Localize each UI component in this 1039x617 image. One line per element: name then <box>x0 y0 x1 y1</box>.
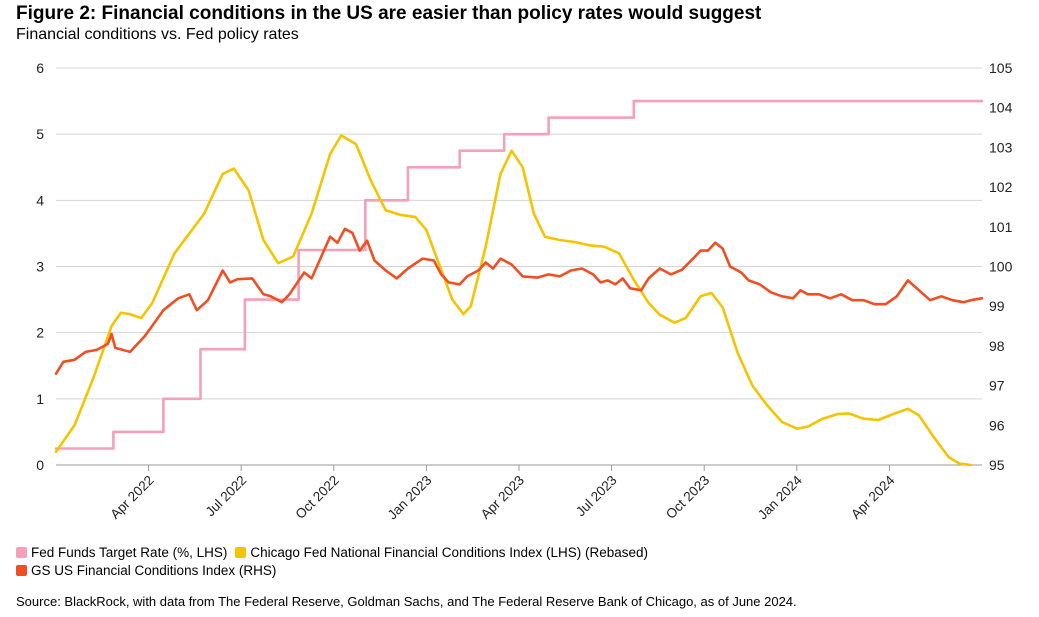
left-y-tick-label: 0 <box>36 457 44 473</box>
right-y-tick-label: 98 <box>989 338 1005 354</box>
x-tick-label: Apr 2022 <box>107 473 156 522</box>
series-line-1 <box>54 134 973 467</box>
x-tick-label: Jul 2023 <box>573 473 620 520</box>
left-y-tick-label: 2 <box>36 325 44 341</box>
left-y-tick-label: 5 <box>36 126 44 142</box>
grid-lines <box>56 67 982 466</box>
x-tick-label: Oct 2022 <box>293 473 342 522</box>
right-y-tick-label: 99 <box>989 298 1005 314</box>
right-y-tick-label: 103 <box>989 139 1013 155</box>
series-line-2 <box>54 227 984 376</box>
x-tick-label: Oct 2023 <box>663 473 712 522</box>
right-y-tick-label: 105 <box>989 60 1013 76</box>
right-y-tick-label: 95 <box>989 457 1005 473</box>
legend-item-gs-fci: GS US Financial Conditions Index (RHS) <box>16 563 276 578</box>
right-y-tick-label: 100 <box>989 259 1013 275</box>
left-y-tick-label: 6 <box>36 60 44 76</box>
legend-label-gs-fci: GS US Financial Conditions Index (RHS) <box>31 563 277 578</box>
line-chart: 0 1 2 3 4 5 6 95 96 97 98 99 100 101 102 103 104 105 Apr… <box>36 60 1013 523</box>
chart-subtitle: Financial conditions vs. Fed policy rate… <box>16 26 299 43</box>
legend-swatch-chicago-fed <box>235 547 247 558</box>
legend-swatch-fed-funds <box>16 547 27 558</box>
x-axis: Apr 2022 Jul 2022 Oct 2022 Jan 2023 Apr 2023… <box>107 465 898 523</box>
x-tick-label: Apr 2024 <box>848 472 898 522</box>
left-axis-tick-labels: 0 1 2 3 4 5 6 <box>36 60 44 473</box>
series-line-0 <box>54 99 984 450</box>
right-y-tick-label: 96 <box>989 417 1005 433</box>
legend-item-chicago-fed: Chicago Fed National Financial Condition… <box>235 545 648 560</box>
right-y-tick-label: 102 <box>989 179 1013 195</box>
legend-swatch-gs-fci <box>16 565 27 576</box>
source-note: Source: BlackRock, with data from The Fe… <box>16 594 797 609</box>
right-y-tick-label: 101 <box>989 219 1013 235</box>
left-y-tick-label: 1 <box>36 391 44 407</box>
left-y-tick-label: 3 <box>36 259 44 275</box>
right-axis-tick-labels: 95 96 97 98 99 100 101 102 103 104 105 <box>989 60 1013 473</box>
x-tick-label: Jan 2023 <box>385 473 435 523</box>
x-tick-label: Jul 2022 <box>203 473 250 520</box>
right-y-tick-label: 97 <box>989 378 1005 394</box>
legend-row-1: Fed Funds Target Rate (%, LHS) Chicago F… <box>16 545 656 560</box>
right-y-tick-label: 104 <box>989 100 1013 116</box>
chart-title: Figure 2: Financial conditions in the US… <box>16 3 762 24</box>
legend-row-2: GS US Financial Conditions Index (RHS) <box>16 563 284 578</box>
legend-label-fed-funds: Fed Funds Target Rate (%, LHS) <box>31 545 228 560</box>
x-tick-label: Apr 2023 <box>478 473 527 522</box>
legend-item-fed-funds: Fed Funds Target Rate (%, LHS) <box>16 545 227 560</box>
legend-label-chicago-fed: Chicago Fed National Financial Condition… <box>250 545 649 560</box>
left-y-tick-label: 4 <box>36 192 44 208</box>
x-tick-label: Jan 2024 <box>755 472 805 522</box>
series-lines <box>54 99 984 467</box>
